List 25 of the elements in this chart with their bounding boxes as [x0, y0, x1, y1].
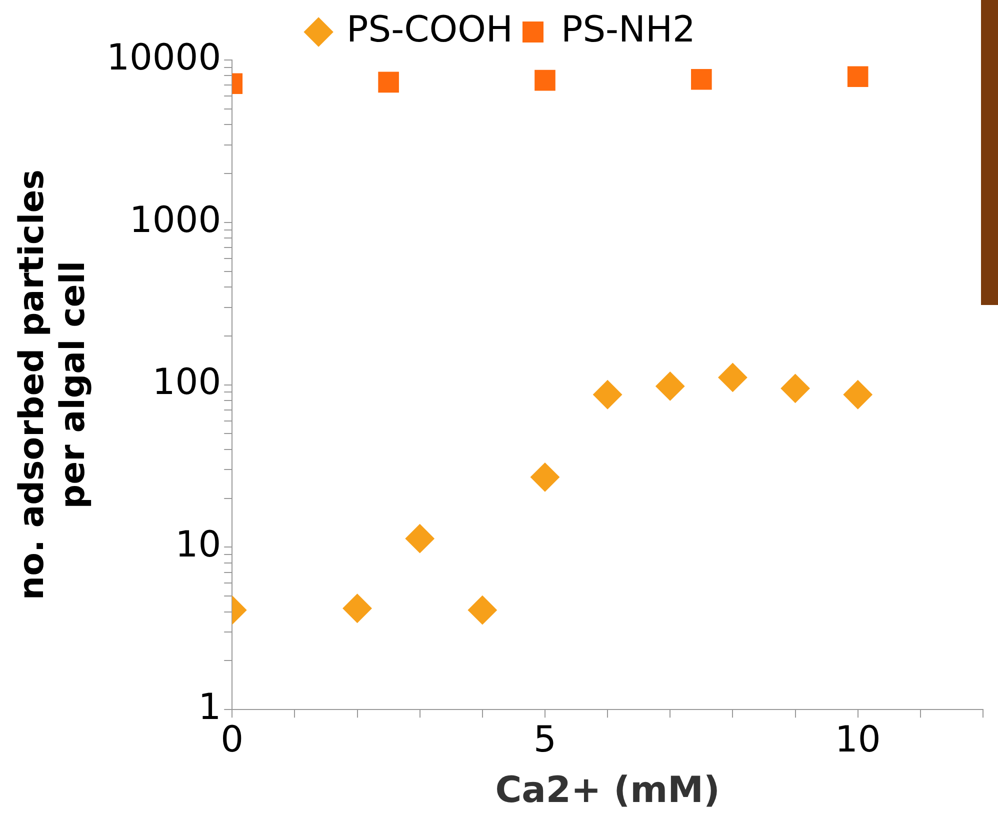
y-tick-label: 10000: [106, 37, 222, 78]
x-tick-label: 0: [220, 720, 244, 761]
point: [718, 362, 748, 392]
x-tick-label: 10: [834, 720, 881, 761]
point: [593, 380, 622, 410]
y-axis-title: no. adsorbed particles per algal cell: [12, 169, 94, 600]
point: [847, 66, 868, 88]
x-axis-title: Ca2+ (mM): [495, 770, 720, 811]
y-tick-label: 1000: [129, 200, 222, 241]
point: [656, 372, 685, 401]
point: [342, 594, 372, 623]
point: [691, 68, 712, 90]
point: [405, 524, 434, 554]
x-tick-label: 5: [534, 720, 556, 761]
legend-label: PS-NH2: [560, 9, 696, 50]
point: [378, 72, 399, 93]
point: [534, 70, 556, 91]
legend-label: PS-COOH: [346, 9, 513, 50]
y-tick-label: 1: [198, 686, 222, 728]
point: [780, 374, 810, 403]
point: [468, 596, 497, 625]
point: [843, 380, 872, 410]
point: [530, 462, 560, 492]
y-tick-label: 10: [175, 524, 222, 566]
y-tick-label: 100: [152, 362, 222, 404]
